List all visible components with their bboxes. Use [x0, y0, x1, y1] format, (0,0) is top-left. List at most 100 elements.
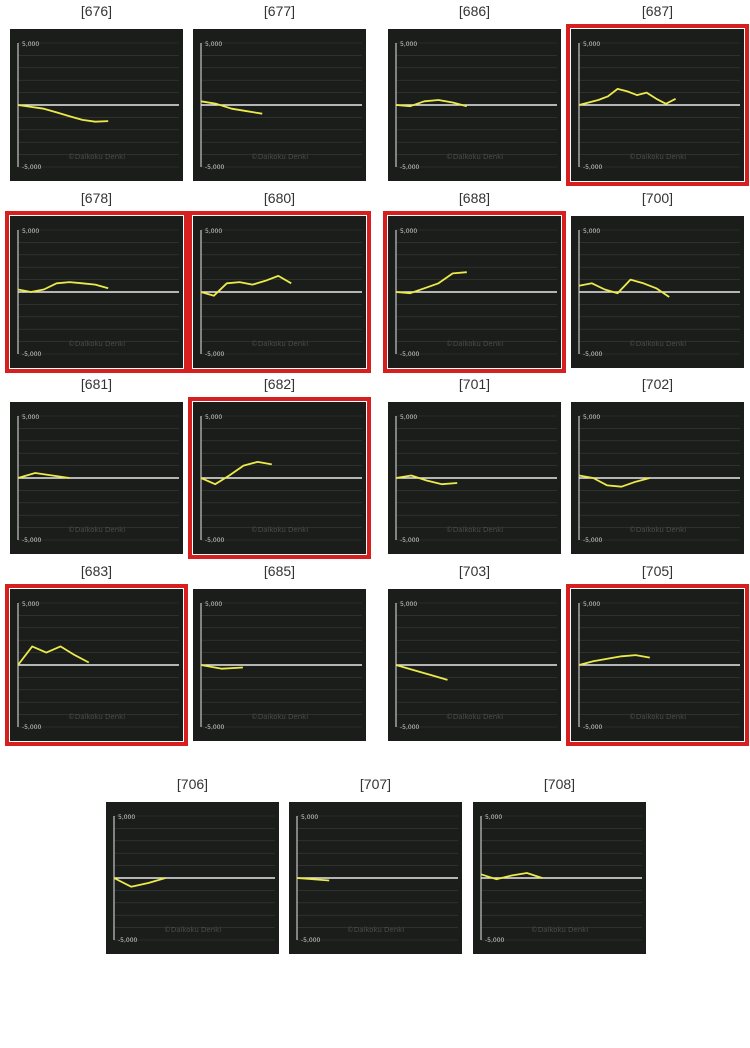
y-tick-label-top: 5,000	[22, 228, 39, 235]
line-chart: 5,000 -5,000 ©Daikoku Denki	[113, 814, 275, 944]
y-tick-label-top: 5,000	[400, 414, 417, 421]
y-tick-label-bottom: -5,000	[22, 724, 42, 731]
y-tick-label-top: 5,000	[583, 414, 600, 421]
machine-number-label: [680]	[263, 190, 296, 206]
chart-cell: [681] 5,000 -5,000 ©Daikoku Denki	[10, 376, 183, 554]
chart-panel: 5,000 -5,000 ©Daikoku Denki	[193, 216, 366, 368]
data-line	[200, 275, 292, 297]
watermark: ©Daikoku Denki	[446, 713, 503, 721]
y-tick-label-bottom: -5,000	[205, 537, 225, 544]
chart-cell: [678] 5,000 -5,000 ©Daikoku Denki	[5, 190, 188, 373]
watermark: ©Daikoku Denki	[68, 526, 125, 534]
y-tick-label-bottom: -5,000	[400, 537, 420, 544]
machine-number-label: [685]	[263, 563, 296, 579]
y-tick-label-top: 5,000	[400, 41, 417, 48]
y-tick-label-top: 5,000	[205, 414, 222, 421]
watermark: ©Daikoku Denki	[629, 526, 686, 534]
watermark: ©Daikoku Denki	[251, 526, 308, 534]
line-chart: 5,000 -5,000 ©Daikoku Denki	[200, 41, 362, 171]
chart-panel: 5,000 -5,000 ©Daikoku Denki	[571, 589, 744, 741]
line-chart: 5,000 -5,000 ©Daikoku Denki	[395, 228, 557, 358]
watermark: ©Daikoku Denki	[68, 340, 125, 348]
chart-cell: [682] 5,000 -5,000 ©Daikoku Denki	[188, 376, 371, 559]
data-line	[395, 99, 468, 108]
y-tick-label-top: 5,000	[118, 814, 135, 821]
machine-number-label: [701]	[458, 376, 491, 392]
machine-number-label: [702]	[641, 376, 674, 392]
chart-cell: [688] 5,000 -5,000 ©Daikoku Denki	[383, 190, 566, 373]
chart-panel: 5,000 -5,000 ©Daikoku Denki	[571, 216, 744, 368]
y-tick-label-bottom: -5,000	[400, 351, 420, 358]
y-tick-label-bottom: -5,000	[583, 537, 603, 544]
line-chart: 5,000 -5,000 ©Daikoku Denki	[17, 414, 179, 544]
machine-number-label: [682]	[263, 376, 296, 392]
watermark: ©Daikoku Denki	[531, 926, 588, 934]
watermark: ©Daikoku Denki	[629, 153, 686, 161]
watermark: ©Daikoku Denki	[446, 153, 503, 161]
machine-number-label: [687]	[641, 3, 674, 19]
chart-cell: [676] 5,000 -5,000 ©Daikoku Denki	[10, 3, 183, 181]
y-tick-label-top: 5,000	[583, 41, 600, 48]
y-tick-label-top: 5,000	[205, 228, 222, 235]
highlight-frame	[5, 584, 188, 746]
data-line	[578, 278, 670, 298]
chart-panel: 5,000 -5,000 ©Daikoku Denki	[10, 402, 183, 554]
line-chart: 5,000 -5,000 ©Daikoku Denki	[17, 601, 179, 731]
watermark: ©Daikoku Denki	[164, 926, 221, 934]
watermark: ©Daikoku Denki	[251, 713, 308, 721]
line-chart: 5,000 -5,000 ©Daikoku Denki	[17, 228, 179, 358]
data-line	[395, 474, 458, 486]
machine-number-label: [707]	[359, 776, 392, 792]
y-tick-label-top: 5,000	[485, 814, 502, 821]
data-line	[395, 664, 448, 681]
data-line	[578, 654, 650, 666]
y-tick-label-top: 5,000	[400, 601, 417, 608]
watermark: ©Daikoku Denki	[68, 153, 125, 161]
watermark: ©Daikoku Denki	[347, 926, 404, 934]
chart-cell: [706] 5,000 -5,000 ©Daikoku Denki	[106, 776, 279, 954]
machine-number-label: [686]	[458, 3, 491, 19]
data-line	[17, 472, 70, 479]
watermark: ©Daikoku Denki	[446, 526, 503, 534]
chart-panel: 5,000 -5,000 ©Daikoku Denki	[571, 29, 744, 181]
data-line	[17, 104, 109, 123]
highlight-frame	[383, 211, 566, 373]
chart-cell: [707] 5,000 -5,000 ©Daikoku Denki	[289, 776, 462, 954]
line-chart: 5,000 -5,000 ©Daikoku Denki	[395, 414, 557, 544]
data-line	[200, 100, 263, 115]
y-tick-label-top: 5,000	[22, 601, 39, 608]
chart-cell: [703] 5,000 -5,000 ©Daikoku Denki	[388, 563, 561, 741]
y-tick-label-bottom: -5,000	[22, 537, 42, 544]
chart-panel: 5,000 -5,000 ©Daikoku Denki	[10, 589, 183, 741]
y-tick-label-bottom: -5,000	[205, 351, 225, 358]
chart-panel: 5,000 -5,000 ©Daikoku Denki	[193, 29, 366, 181]
chart-panel: 5,000 -5,000 ©Daikoku Denki	[571, 402, 744, 554]
y-tick-label-top: 5,000	[205, 41, 222, 48]
machine-number-label: [706]	[176, 776, 209, 792]
y-tick-label-bottom: -5,000	[205, 724, 225, 731]
machine-number-label: [678]	[80, 190, 113, 206]
line-chart: 5,000 -5,000 ©Daikoku Denki	[578, 228, 740, 358]
chart-cell: [685] 5,000 -5,000 ©Daikoku Denki	[193, 563, 366, 741]
line-chart: 5,000 -5,000 ©Daikoku Denki	[17, 41, 179, 171]
y-tick-label-bottom: -5,000	[118, 937, 138, 944]
chart-panel: 5,000 -5,000 ©Daikoku Denki	[388, 216, 561, 368]
watermark: ©Daikoku Denki	[251, 340, 308, 348]
line-chart: 5,000 -5,000 ©Daikoku Denki	[395, 601, 557, 731]
y-tick-label-top: 5,000	[205, 601, 222, 608]
y-tick-label-bottom: -5,000	[485, 937, 505, 944]
y-tick-label-bottom: -5,000	[301, 937, 321, 944]
y-tick-label-bottom: -5,000	[205, 164, 225, 171]
y-tick-label-bottom: -5,000	[22, 351, 42, 358]
y-tick-label-bottom: -5,000	[400, 724, 420, 731]
data-line	[395, 271, 467, 295]
chart-cell: [677] 5,000 -5,000 ©Daikoku Denki	[193, 3, 366, 181]
line-chart: 5,000 -5,000 ©Daikoku Denki	[296, 814, 458, 944]
highlight-frame	[566, 584, 749, 746]
y-tick-label-top: 5,000	[22, 41, 39, 48]
machine-number-label: [688]	[458, 190, 491, 206]
chart-cell: [700] 5,000 -5,000 ©Daikoku Denki	[571, 190, 744, 368]
chart-panel: 5,000 -5,000 ©Daikoku Denki	[10, 216, 183, 368]
line-chart: 5,000 -5,000 ©Daikoku Denki	[578, 414, 740, 544]
